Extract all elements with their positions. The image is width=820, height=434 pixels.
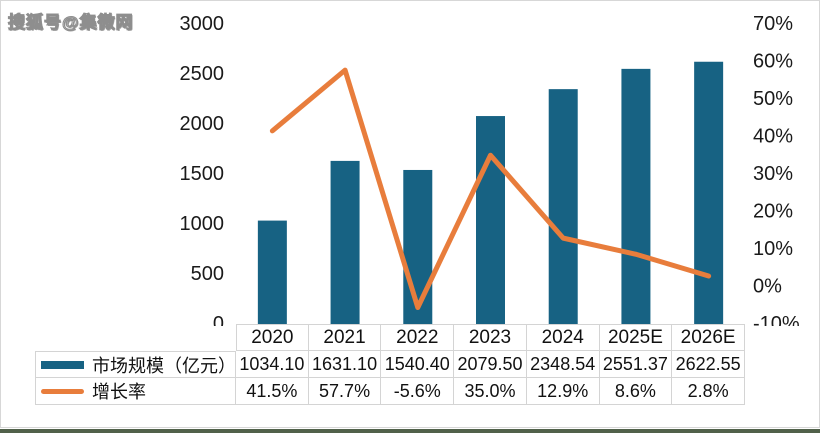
table-corner-blank — [35, 324, 236, 351]
bar-2024 — [548, 89, 578, 324]
legend-growth-rate: 增长率 — [35, 378, 236, 405]
growth-rate-value: -5.6% — [381, 378, 455, 405]
right-axis-tick: 50% — [753, 88, 793, 110]
left-axis-tick: 1500 — [180, 163, 225, 185]
bar-2025E — [621, 68, 651, 324]
growth-line — [269, 67, 712, 310]
growth-rate-value: 12.9% — [526, 378, 600, 405]
bar-2026E — [694, 61, 724, 325]
market-size-value: 1540.40 — [381, 351, 455, 378]
right-axis-tick: 30% — [753, 163, 793, 185]
growth-rate-value: 35.0% — [454, 378, 527, 405]
year-cell: 2025E — [599, 324, 673, 351]
right-axis-tick: -10% — [753, 313, 800, 326]
year-cell: 2024 — [526, 324, 600, 351]
bar-2023 — [476, 116, 505, 324]
left-axis-tick: 3000 — [180, 13, 225, 35]
legend-market-size: 市场规模（亿元） — [35, 351, 236, 378]
left-axis-tick: 2500 — [180, 63, 225, 85]
data-table: 2020 2021 2022 2023 2024 2025E 2026E 市场规模（亿元） 10… — [35, 324, 745, 405]
market-size-growth-chart: 0 500 1000 1500 2000 2500 3000 -10% 0% 10% 20% 30% 4… — [180, 13, 800, 326]
bottom-strip — [0, 429, 820, 433]
watermark: 搜狐号@集微网 — [7, 12, 134, 32]
market-size-value: 2348.54 — [526, 351, 600, 378]
right-axis-tick: 40% — [753, 126, 793, 148]
right-axis-tick: 0% — [753, 276, 782, 298]
right-axis-tick: 10% — [753, 238, 793, 260]
left-axis-tick: 2000 — [180, 113, 225, 135]
year-cell: 2020 — [236, 324, 309, 351]
market-size-value: 1034.10 — [236, 351, 309, 378]
left-axis-tick: 1000 — [180, 213, 225, 235]
right-axis-tick: 20% — [753, 201, 793, 223]
bar-2022 — [403, 169, 433, 324]
year-cell: 2023 — [454, 324, 527, 351]
growth-rate-value: 41.5% — [236, 378, 309, 405]
market-size-value: 2079.50 — [454, 351, 527, 378]
growth-rate-value: 8.6% — [599, 378, 673, 405]
market-size-legend-swatch — [41, 360, 84, 369]
right-axis-tick: 60% — [753, 51, 793, 73]
year-cell: 2026E — [672, 324, 745, 351]
market-size-legend-label: 市场规模（亿元） — [92, 355, 236, 376]
year-cell: 2022 — [381, 324, 455, 351]
growth-rate-legend-swatch — [41, 388, 84, 394]
market-size-value: 2622.55 — [672, 351, 745, 378]
right-axis-tick: 70% — [753, 13, 793, 35]
left-axis-tick: 500 — [191, 263, 224, 285]
left-axis-tick: 0 — [213, 313, 224, 326]
bar-2021 — [330, 160, 360, 324]
year-cell: 2021 — [308, 324, 382, 351]
market-size-value: 2551.37 — [599, 351, 673, 378]
market-size-value: 1631.10 — [308, 351, 382, 378]
growth-rate-value: 57.7% — [308, 378, 382, 405]
growth-rate-legend-label: 增长率 — [92, 382, 146, 402]
growth-rate-value: 2.8% — [672, 378, 745, 405]
bar-2020 — [257, 220, 287, 324]
